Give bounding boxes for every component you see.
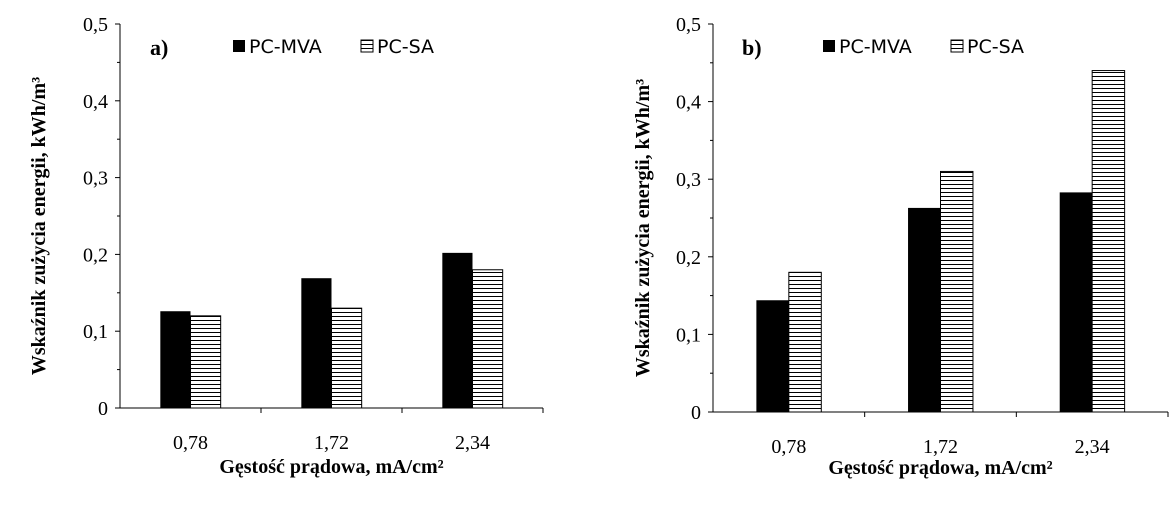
panel1-y-tick-label: 0,1	[83, 321, 108, 343]
panel2-bar-pc-mva	[756, 300, 789, 412]
panel2-bar-pc-sa	[1091, 70, 1126, 413]
panel2-y-tick-label: 0,2	[676, 247, 701, 269]
panel1-x-tick-label: 0,78	[173, 432, 208, 454]
panel1-x-axis-title: Gęstość prądowa, mA/cm²	[219, 456, 443, 478]
panel2-label: b)	[742, 35, 762, 60]
panel1-legend-label: PC-SA	[377, 36, 434, 58]
panel2-bar-pc-mva	[908, 207, 941, 412]
panel2-x-axis-title: Gęstość prądowa, mA/cm²	[828, 457, 1052, 479]
panel2-bar-pc-sa	[940, 170, 974, 413]
panel1-legend-swatch-pc-mva	[233, 40, 245, 52]
panel1-y-tick-label: 0,5	[83, 14, 108, 36]
panel2-bar-pc-mva	[1059, 192, 1093, 412]
panel1-legend-swatch-pc-sa	[360, 39, 374, 53]
panel2-bar-pc-sa	[788, 271, 822, 413]
panel1-y-tick-label: 0,2	[83, 244, 108, 266]
panel2-x-tick-label: 2,34	[1075, 436, 1110, 458]
panel2-legend-label: PC-MVA	[839, 36, 912, 58]
panel2-x-tick-label: 0,78	[771, 436, 806, 458]
panel1-y-tick-label: 0,4	[83, 91, 108, 113]
panel1-y-tick-label: 0	[98, 398, 108, 420]
panel1-bar-pc-mva	[301, 278, 332, 408]
panel2-y-tick-label: 0,5	[676, 14, 701, 36]
panel2-y-tick-label: 0,1	[676, 324, 701, 346]
panel1-bar-pc-sa	[472, 269, 504, 409]
panel1-bar-pc-mva	[442, 252, 473, 408]
panel2-y-tick-label: 0	[691, 402, 701, 424]
panel1-bar-pc-mva	[160, 311, 191, 408]
panel1-y-axis-title: Wskaźnik zużycia energii, kWh/m³	[28, 77, 50, 375]
panel2-legend-swatch-pc-sa	[950, 39, 964, 53]
panel1-x-tick-label: 2,34	[455, 432, 490, 454]
panel1-x-tick-label: 1,72	[314, 432, 349, 454]
panel2-legend-swatch-pc-mva	[823, 40, 835, 52]
panel1-bar-pc-sa	[331, 307, 363, 409]
panel1-label: a)	[150, 35, 168, 60]
panel2-y-tick-label: 0,4	[676, 92, 701, 114]
panel1-y-tick-label: 0,3	[83, 168, 108, 190]
panel1-legend-label: PC-MVA	[249, 36, 322, 58]
panel2-legend-label: PC-SA	[967, 36, 1024, 58]
panel2-y-tick-label: 0,3	[676, 169, 701, 191]
panel2-y-axis-title: Wskaźnik zużycia energii, kWh/m³	[632, 79, 654, 377]
panel1-bar-pc-sa	[190, 315, 222, 409]
panel2-x-tick-label: 1,72	[923, 436, 958, 458]
